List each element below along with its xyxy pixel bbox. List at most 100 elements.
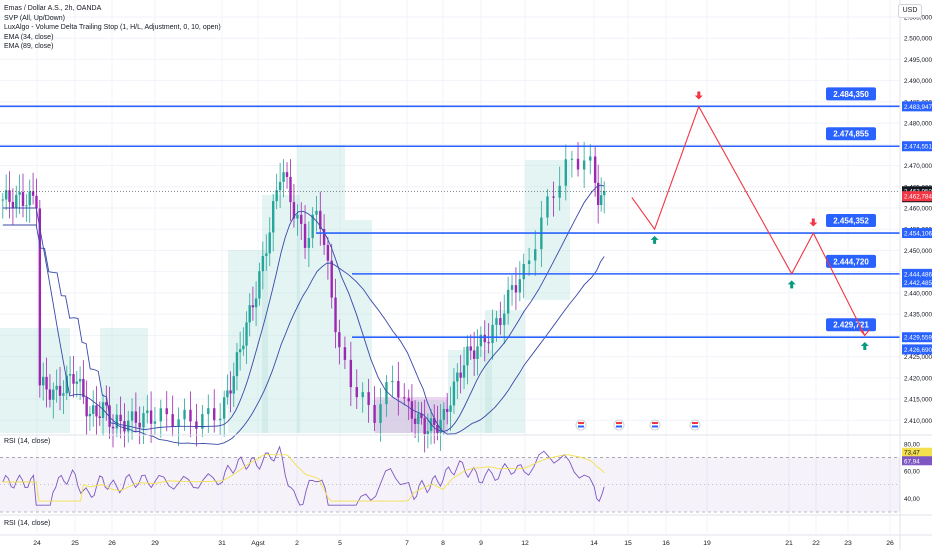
rsi-badge-label: 67,94	[904, 458, 920, 465]
candle-body	[552, 196, 555, 198]
candle-body	[28, 191, 31, 206]
candle-body	[334, 297, 337, 333]
candle-body	[1, 199, 4, 201]
level-label-box	[826, 318, 876, 332]
currency-button[interactable]: USD	[898, 4, 922, 18]
candle-body	[85, 397, 88, 417]
rsi-band	[0, 457, 900, 512]
rsi-tick-label: 40,00	[904, 496, 920, 503]
candle-body	[35, 195, 38, 209]
axis-badge-label: 2.426,690	[904, 347, 932, 354]
candle-body	[361, 392, 364, 398]
level-axis-label: 2.429,559	[904, 335, 932, 342]
indicator-ema34[interactable]: EMA (34, close)	[4, 33, 54, 41]
candle-body	[88, 413, 92, 417]
rsi-tick-label: 60,00	[904, 469, 920, 476]
candle-body	[52, 389, 55, 400]
candle-body	[593, 156, 597, 183]
candle-body	[201, 414, 204, 429]
level-label-box	[826, 87, 876, 101]
candle-body	[514, 285, 518, 293]
event-flag-icon[interactable]	[575, 419, 587, 431]
time-tick-label: 26	[886, 540, 894, 547]
rsi-pane-2-label[interactable]: RSI (14, close)	[4, 520, 51, 527]
candle-body	[282, 172, 285, 182]
candle-body	[487, 342, 490, 344]
volume-profile-box	[0, 328, 70, 433]
event-flag-stripe	[616, 422, 622, 424]
symbol-title[interactable]: Emas / Dollar A.S., 2h, OANDA	[4, 5, 102, 12]
candle-body	[98, 416, 101, 418]
rsi-ma-line	[2, 454, 605, 502]
candle-body	[95, 405, 98, 417]
candle-body	[254, 298, 258, 308]
candle-body	[31, 191, 35, 196]
indicator-luxalgo[interactable]: LuxAlgo - Volume Delta Trailing Stop (1,…	[4, 24, 221, 32]
candle-body	[159, 408, 163, 422]
candle-body	[373, 405, 376, 423]
candle-body	[48, 389, 52, 400]
volume-profile-box	[228, 250, 268, 433]
time-tick-label: 5	[338, 540, 342, 547]
candle-body	[25, 205, 28, 207]
candle-body	[55, 385, 58, 390]
candle-body	[238, 349, 242, 353]
candle-body	[248, 305, 251, 323]
time-tick-label: 29	[151, 540, 159, 547]
candle-body	[379, 404, 382, 423]
price-tick-label: 2.450,000	[904, 248, 932, 255]
candle-body	[456, 372, 459, 382]
axis-badge	[902, 344, 932, 355]
candle-body	[235, 352, 239, 377]
price-axis: 2.505,0002.500,0002.495,0002.490,0002.48…	[899, 0, 932, 550]
level-axis-label: 2.483,947	[904, 104, 932, 111]
candle-body	[589, 156, 592, 161]
time-tick-label: 31	[218, 540, 226, 547]
candle-body	[72, 374, 75, 384]
ema-34-line	[2, 184, 605, 432]
indicator-ema89[interactable]: EMA (89, close)	[4, 43, 54, 51]
event-flag-icon[interactable]	[689, 419, 701, 431]
signal-down-arrow	[809, 218, 818, 227]
candle-body	[15, 194, 18, 209]
candle-body	[466, 346, 469, 366]
candle-body	[177, 419, 180, 428]
volume-profile-box	[485, 310, 525, 433]
time-tick-label: 12	[521, 540, 529, 547]
level-axis-badge	[902, 141, 932, 152]
time-tick-label: 25	[71, 540, 79, 547]
candle-body	[153, 421, 157, 424]
rsi-pane-1-label[interactable]: RSI (14, close)	[4, 438, 51, 445]
price-tick-label: 2.460,000	[904, 206, 932, 213]
candle-body	[319, 210, 322, 230]
candle-body	[436, 424, 439, 433]
axis-badge	[902, 191, 932, 202]
candle-body	[75, 381, 79, 384]
event-flag-stripe	[578, 425, 584, 428]
candle-body	[311, 214, 314, 239]
event-flag-circle	[649, 419, 661, 431]
candle-body	[207, 408, 210, 415]
indicator-svp[interactable]: SVP (All, Up/Down)	[4, 14, 65, 22]
candle-body	[385, 382, 388, 405]
candle-body	[315, 210, 318, 215]
volume-profile-box	[525, 160, 570, 300]
candle-body	[278, 181, 282, 191]
time-tick-label: 22	[812, 540, 820, 547]
event-flag-icon[interactable]	[649, 419, 661, 431]
volume-profile-box	[448, 350, 492, 433]
candle-body	[275, 190, 278, 202]
candle-body	[265, 253, 268, 257]
time-tick-label: 23	[844, 540, 852, 547]
candle-body	[407, 398, 410, 402]
candle-body	[58, 385, 62, 396]
level-axis-badge	[902, 101, 932, 112]
candle-body	[476, 346, 479, 359]
candle-body	[546, 196, 549, 218]
candle-body	[119, 414, 122, 422]
candle-body	[349, 359, 353, 388]
signal-up-arrow	[787, 280, 796, 289]
event-flag-circle	[689, 419, 701, 431]
event-flag-icon[interactable]	[613, 419, 625, 431]
